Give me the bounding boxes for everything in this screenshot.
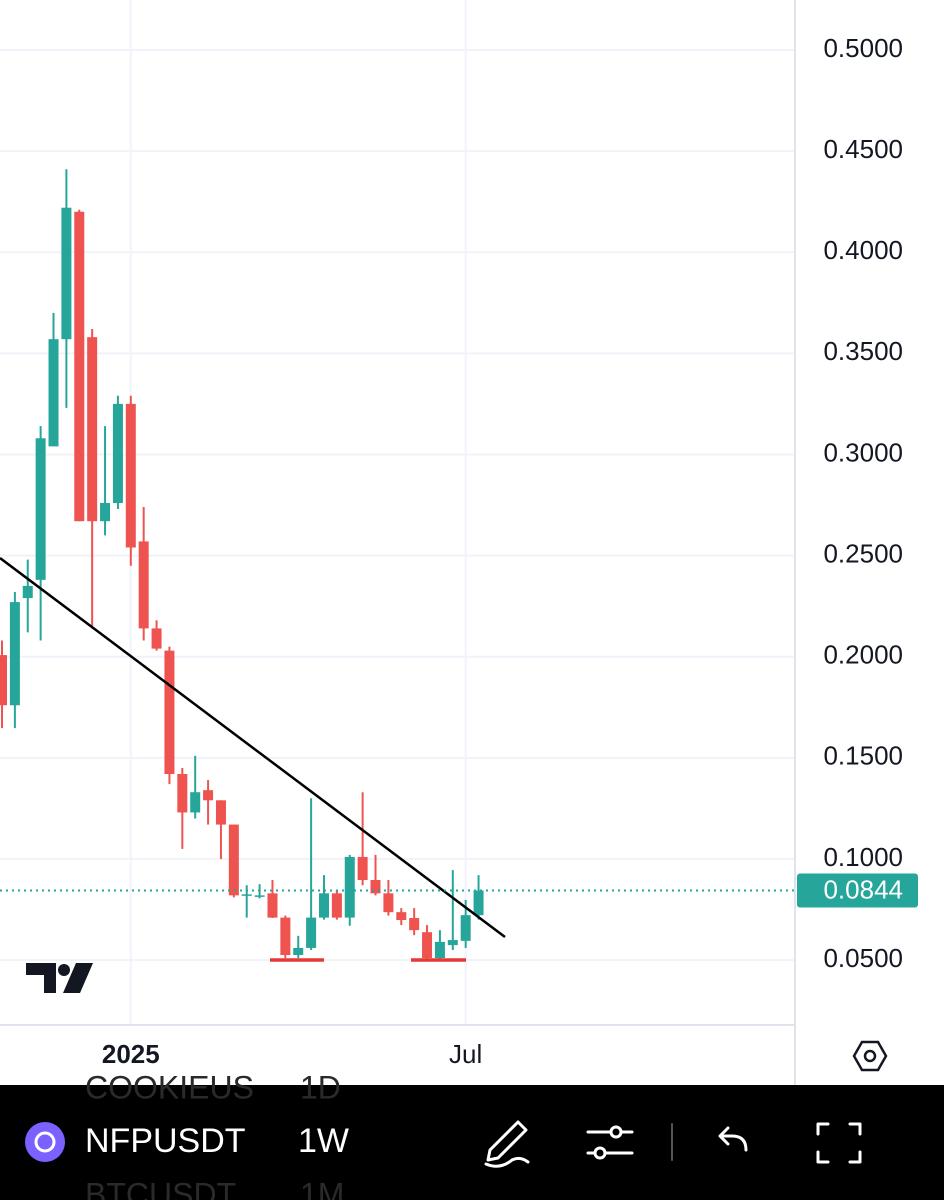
last-price-label: 0.0844 <box>823 874 903 904</box>
y-tick-label: 0.4500 <box>823 134 903 164</box>
candle-body <box>9 602 20 706</box>
indicators-icon[interactable] <box>586 1125 634 1160</box>
candle-body <box>215 800 226 825</box>
candle-body <box>447 940 458 946</box>
y-tick-label: 0.1000 <box>823 842 903 872</box>
candle-body <box>87 337 98 522</box>
candle-body <box>125 403 136 548</box>
y-tick-label: 0.2000 <box>823 640 903 670</box>
symbol[interactable]: NFPUSDT <box>85 1122 246 1160</box>
candle-body <box>164 650 175 775</box>
y-tick-label: 0.1500 <box>823 741 903 771</box>
candle-body <box>434 941 445 959</box>
candle-body <box>280 917 291 956</box>
symbol-logo <box>25 1122 65 1162</box>
last-price-box <box>797 873 918 908</box>
candle-body <box>473 890 484 916</box>
candle-body <box>203 790 214 801</box>
ghost-symbol: BTCUSDT <box>85 1176 236 1200</box>
candle-body <box>331 893 342 918</box>
ghost-interval: 1D <box>300 1069 341 1105</box>
settings-icon[interactable] <box>852 1040 888 1072</box>
ghost-symbol: COOKIEUS <box>85 1069 254 1105</box>
y-tick-label: 0.2500 <box>823 538 903 568</box>
candle-body <box>267 893 278 918</box>
trend-line <box>0 557 506 938</box>
candle-body <box>319 893 329 918</box>
candle-body <box>409 918 420 931</box>
candle-body <box>74 211 85 522</box>
candle-body <box>396 912 407 921</box>
y-tick-label: 0.0500 <box>823 943 903 973</box>
candle-body <box>254 895 265 897</box>
candle-body <box>0 655 7 706</box>
candle-body <box>138 541 149 629</box>
candle-body <box>151 628 162 649</box>
candle-body <box>241 894 252 896</box>
y-tick-label: 0.5000 <box>823 33 903 63</box>
candle-body <box>190 792 201 813</box>
candles <box>0 169 484 961</box>
tradingview-logo <box>26 963 93 993</box>
candle-body <box>22 585 33 599</box>
toolbar <box>0 1085 944 1200</box>
candle-body <box>100 502 111 522</box>
toolbar-icons <box>484 1120 862 1168</box>
candle-body <box>460 915 471 941</box>
candle-body <box>306 917 317 948</box>
fullscreen-icon[interactable] <box>816 1122 862 1164</box>
candle-body <box>344 856 355 918</box>
candle-body <box>228 824 239 896</box>
y-tick-label: 0.4000 <box>823 235 903 265</box>
candle-body <box>293 947 304 956</box>
candle-body <box>48 339 59 447</box>
candle-body <box>35 438 46 580</box>
ghost-interval: 1M <box>300 1176 344 1200</box>
x-tick-label: Jul <box>449 1039 482 1069</box>
x-tick-label: 2025 <box>102 1039 160 1069</box>
candle-body <box>112 403 123 503</box>
candle-body <box>383 893 394 913</box>
candle-body <box>357 856 368 880</box>
y-tick-label: 0.3500 <box>823 336 903 366</box>
interval[interactable]: 1W <box>298 1122 349 1160</box>
draw-icon[interactable] <box>484 1120 530 1168</box>
y-tick-label: 0.3000 <box>823 437 903 467</box>
candle-body <box>370 879 381 894</box>
candle-body <box>422 932 433 959</box>
undo-icon[interactable] <box>718 1126 748 1152</box>
candle-body <box>177 774 188 813</box>
candle-body <box>61 207 72 340</box>
